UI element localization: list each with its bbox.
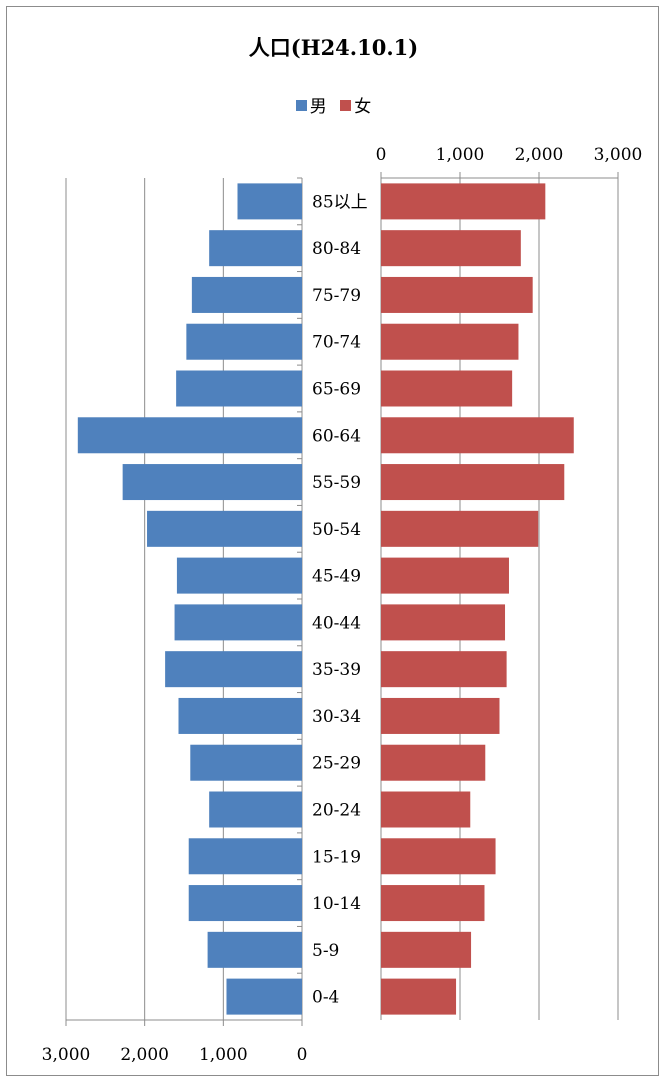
male-bar-50-54 [147,510,302,547]
female-bar-15-19 [381,838,496,875]
male-bar-60-64 [77,417,302,454]
female-bar-10-14 [381,885,485,922]
category-label: 10-14 [312,894,361,914]
category-label: 20-24 [312,801,361,821]
female-bar-65-69 [381,370,513,407]
female-bar-0-4 [381,978,457,1015]
category-label: 25-29 [312,754,361,774]
female-bar-85以上 [381,183,546,220]
left-tick-label: 3,000 [42,1045,91,1065]
male-bar-40-44 [174,604,302,641]
right-tick-label: 3,000 [594,145,643,165]
category-label: 15-19 [312,847,361,867]
category-label: 85以上 [312,192,368,212]
legend-item-male: 男 [295,92,327,117]
chart-title: 人口(H24.10.1) [248,35,419,60]
female-bar-45-49 [381,557,509,594]
female-bar-50-54 [381,510,539,547]
male-bar-0-4 [226,978,302,1015]
female-bar-70-74 [381,323,519,360]
female-bar-75-79 [381,276,533,313]
legend-swatch-female [340,100,352,111]
male-bar-35-39 [165,651,302,688]
category-label: 75-79 [312,286,361,306]
female-bar-40-44 [381,604,506,641]
legend-label-male: 男 [309,97,327,117]
female-bar-60-64 [381,417,574,454]
female-bar-25-29 [381,744,486,781]
category-label: 35-39 [312,660,361,680]
category-label: 30-34 [312,707,361,727]
category-label: 0-4 [312,988,339,1008]
male-bar-5-9 [207,931,302,968]
legend-label-female: 女 [354,97,372,117]
right-tick-label: 1,000 [436,145,485,165]
category-label: 45-49 [312,567,361,587]
male-bar-65-69 [176,370,302,407]
male-bar-55-59 [122,464,302,501]
category-label: 65-69 [312,380,361,400]
female-bar-30-34 [381,697,500,734]
left-tick-label: 0 [297,1045,308,1065]
male-bar-75-79 [191,276,302,313]
legend: 男 女 [0,92,667,117]
male-bar-20-24 [209,791,302,828]
male-bar-30-34 [178,697,302,734]
male-bar-45-49 [176,557,302,594]
female-bar-55-59 [381,464,565,501]
male-bar-10-14 [188,885,302,922]
category-label: 70-74 [312,333,361,353]
male-bar-85以上 [237,183,302,220]
male-bar-25-29 [190,744,302,781]
category-label: 40-44 [312,613,361,633]
female-bar-5-9 [381,931,472,968]
category-label: 50-54 [312,520,361,540]
category-label: 55-59 [312,473,361,493]
legend-swatch-male [295,100,307,111]
female-bar-20-24 [381,791,471,828]
category-label: 5-9 [312,941,339,961]
male-bar-15-19 [188,838,302,875]
category-label: 60-64 [312,426,361,446]
female-bar-80-84 [381,230,521,267]
female-bar-35-39 [381,651,507,688]
category-label: 80-84 [312,239,361,259]
left-tick-label: 2,000 [120,1045,169,1065]
male-bar-80-84 [209,230,302,267]
right-tick-label: 2,000 [515,145,564,165]
left-tick-label: 1,000 [199,1045,248,1065]
male-bar-70-74 [186,323,302,360]
legend-item-female: 女 [340,92,371,117]
chart-frame [6,6,659,1076]
right-tick-label: 0 [376,145,387,165]
